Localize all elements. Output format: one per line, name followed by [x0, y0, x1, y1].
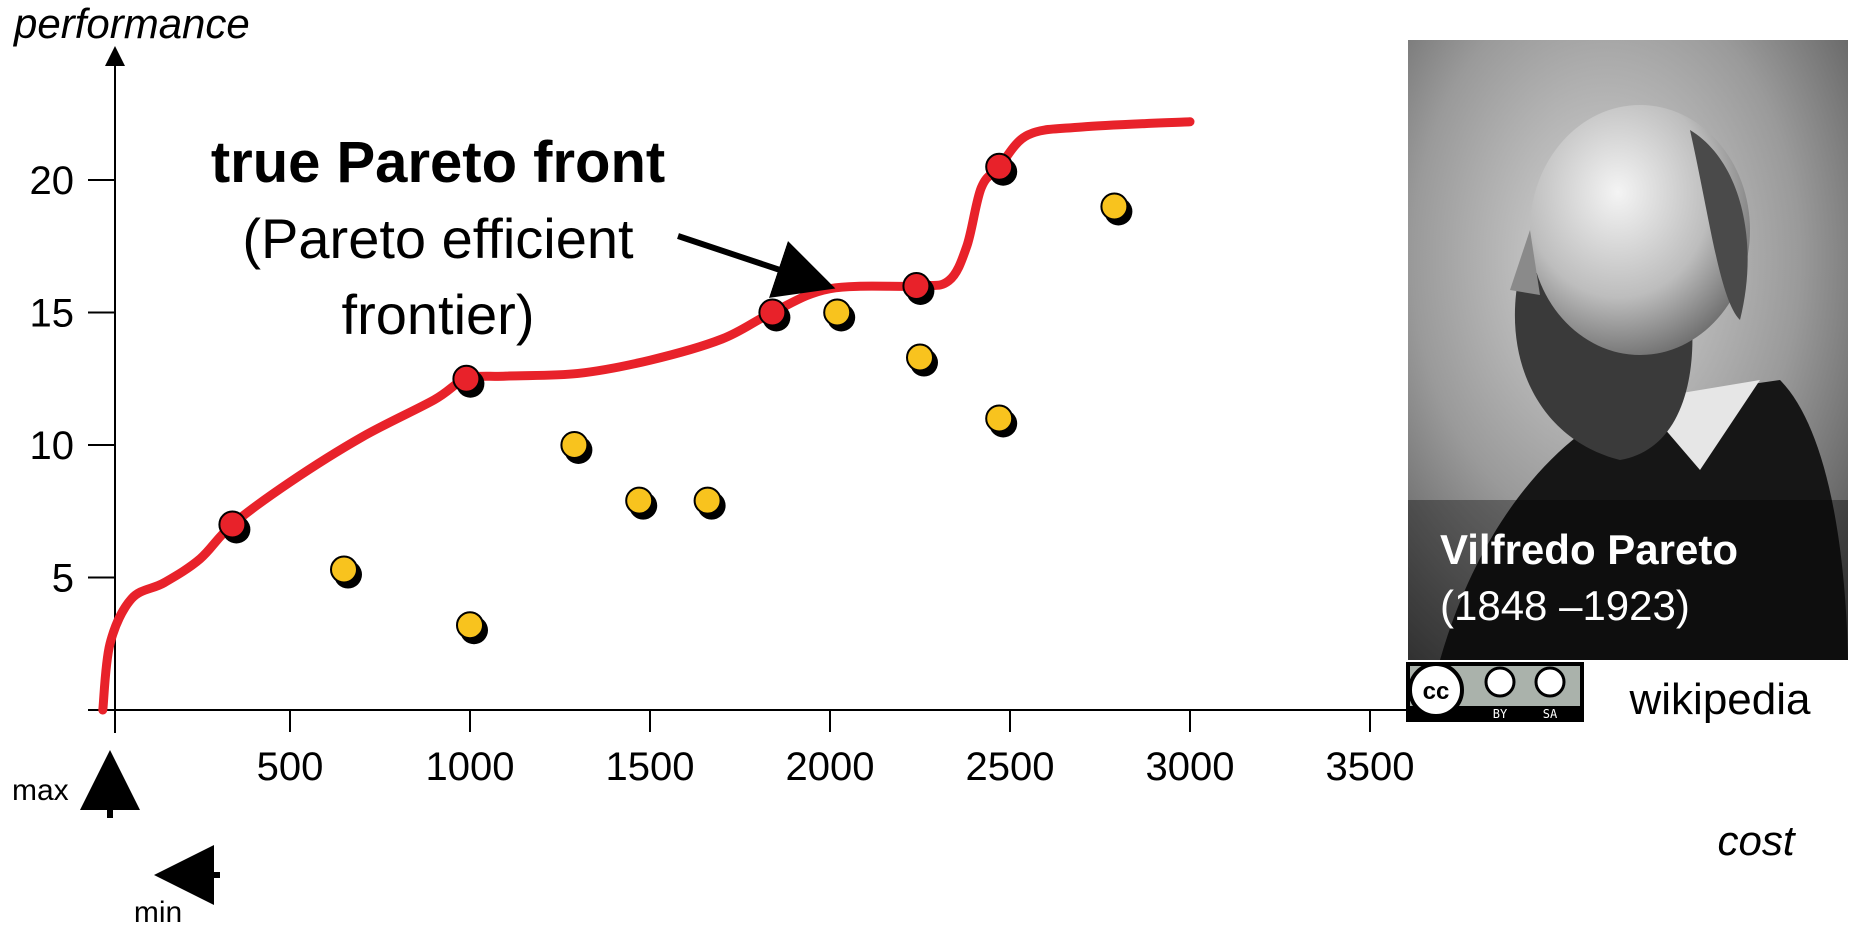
max-label: max [12, 774, 69, 807]
pareto-point [452, 364, 485, 398]
pareto-point [218, 510, 251, 544]
svg-text:cc: cc [1423, 678, 1450, 705]
x-axis-title: cost [1717, 817, 1796, 864]
y-tick-label: 20 [30, 159, 75, 203]
dominated-point [560, 431, 593, 464]
pareto-point [758, 298, 791, 332]
portrait-photo [1408, 40, 1848, 660]
dominated-point [456, 611, 488, 645]
x-tick-label: 1000 [426, 745, 515, 789]
svg-text:BY: BY [1493, 707, 1508, 721]
dominated-point [906, 343, 938, 377]
data-points [218, 152, 1133, 645]
annotation-subtitle-line1: (Pareto efficient [242, 207, 634, 270]
annotation-arrow [677, 233, 836, 298]
y-axis-title: performance [12, 0, 250, 47]
svg-text:SA: SA [1543, 707, 1558, 721]
image-credit: wikipedia [1629, 675, 1812, 724]
pareto-point [902, 272, 935, 305]
cc-by-sa-badge: cc BY SA [1406, 662, 1584, 722]
dominated-point [985, 404, 1018, 438]
pareto-point [985, 152, 1018, 186]
y-tick-label: 5 [52, 557, 74, 601]
annotation-subtitle-line2: frontier) [342, 283, 535, 346]
axis-ticks: 500 1000 1500 2000 2500 3000 3500 5 10 15 20 [30, 159, 1415, 789]
dominated-point [625, 486, 658, 520]
dominated-point [823, 298, 856, 332]
x-tick-label: 500 [257, 745, 324, 789]
dominated-point [693, 486, 726, 520]
y-tick-label: 10 [30, 424, 75, 468]
dominated-point [330, 555, 362, 589]
x-tick-label: 3000 [1146, 745, 1235, 789]
portrait-name: Vilfredo Pareto [1440, 526, 1738, 573]
pareto-front-curve [98, 117, 1195, 715]
dominated-point [1100, 192, 1133, 226]
x-tick-label: 2000 [786, 745, 875, 789]
x-tick-label: 2500 [966, 745, 1055, 789]
portrait-years: (1848 –1923) [1440, 582, 1690, 629]
annotation-title: true Pareto front [211, 130, 665, 195]
x-tick-label: 3500 [1326, 745, 1415, 789]
x-tick-label: 1500 [606, 745, 695, 789]
y-tick-label: 15 [30, 292, 75, 336]
min-label: min [134, 896, 182, 925]
